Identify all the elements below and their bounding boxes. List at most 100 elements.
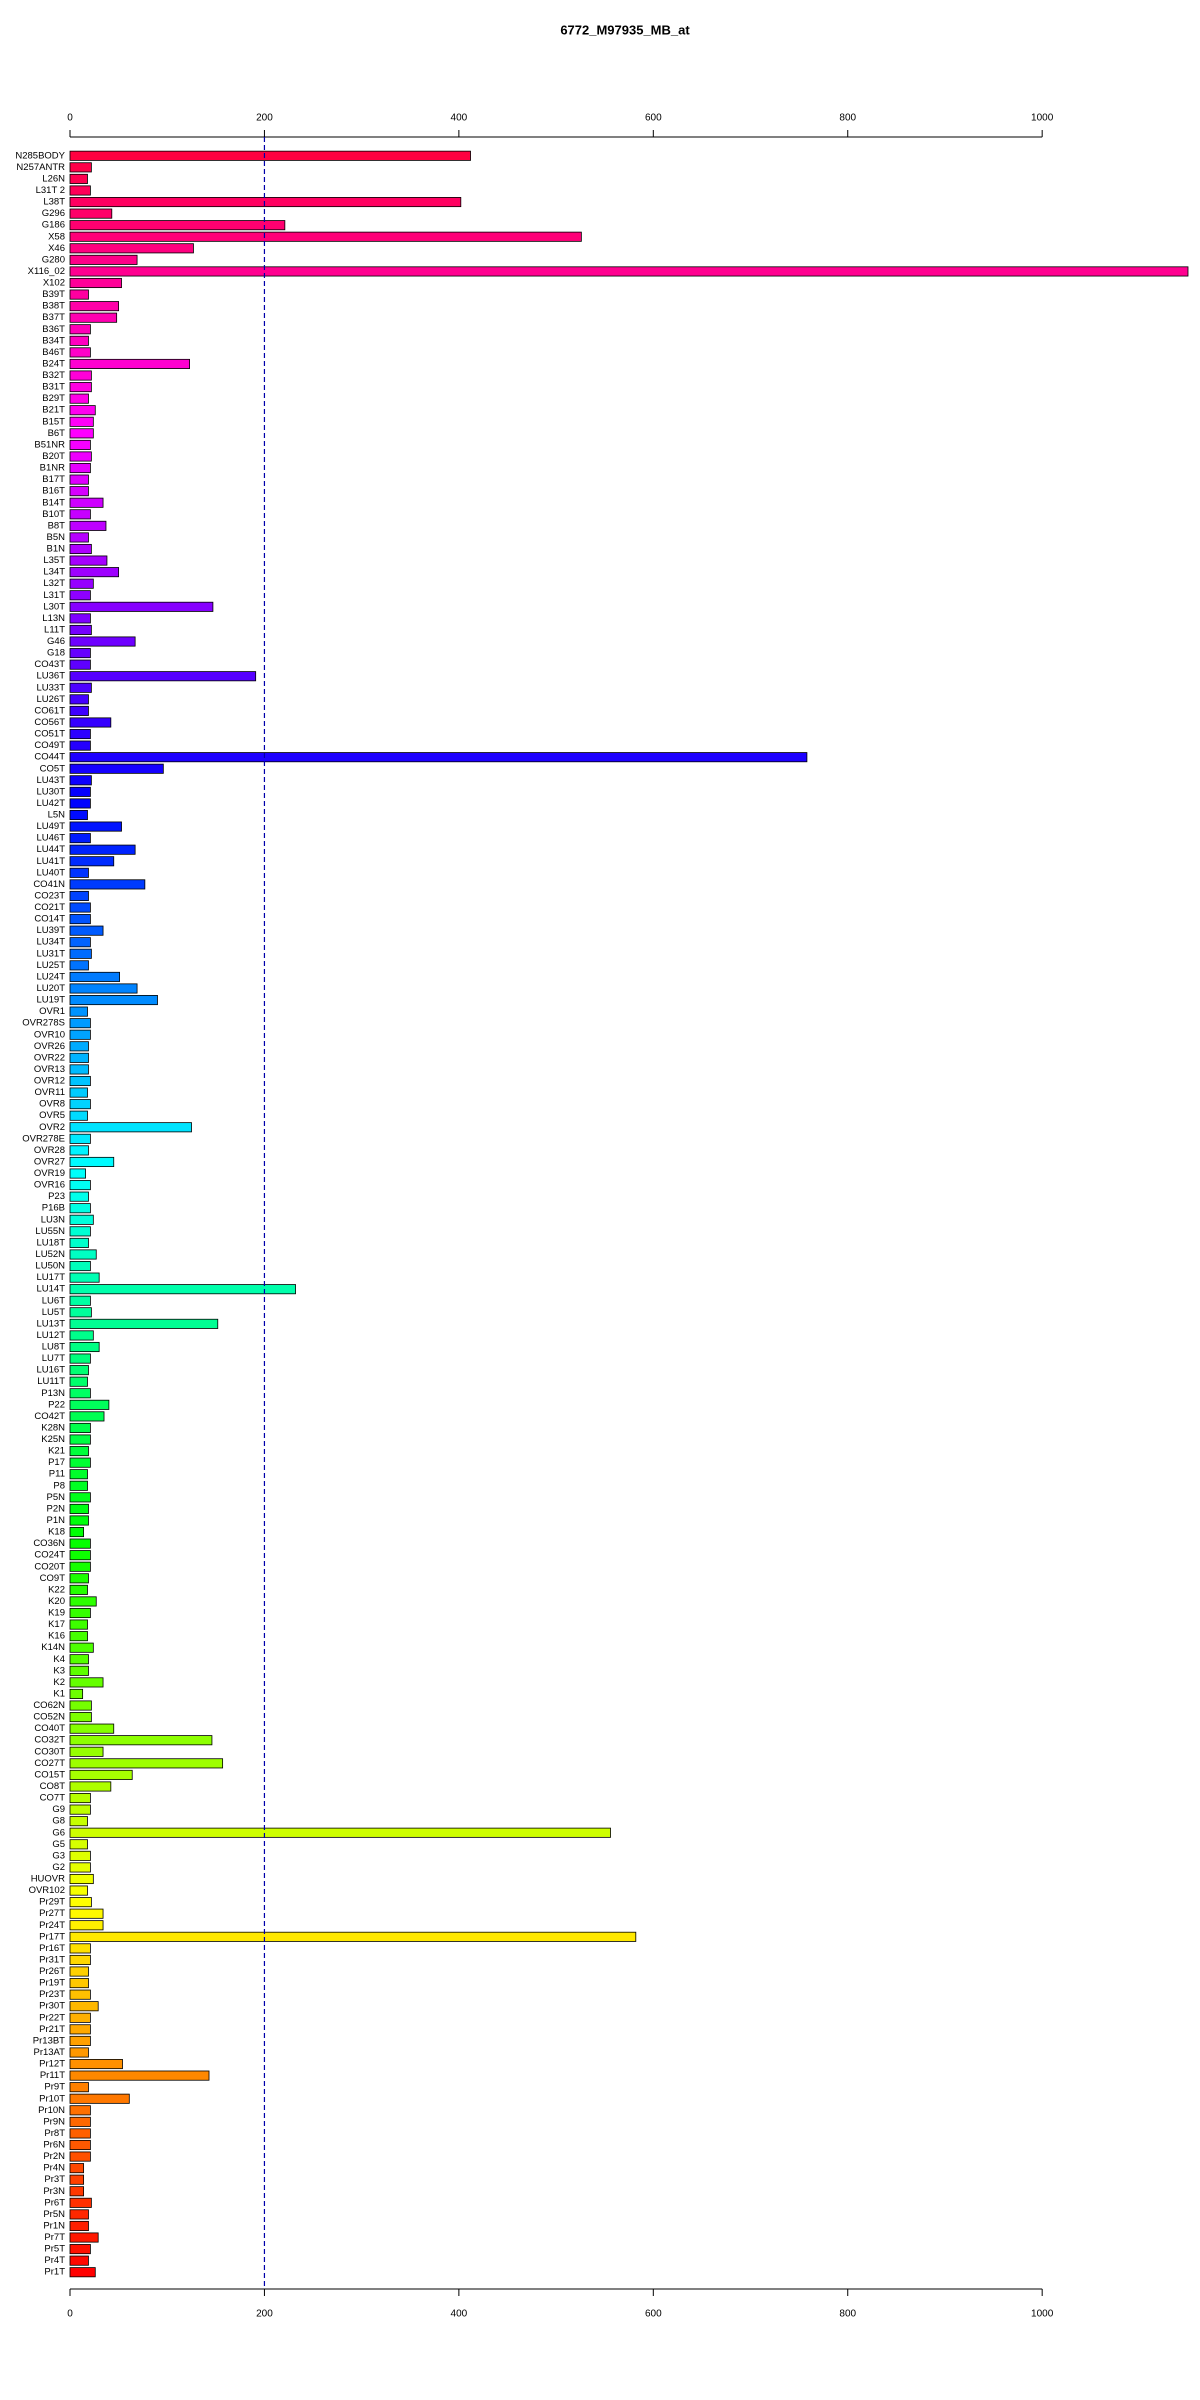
bar [69,439,91,450]
bar [69,1816,88,1827]
y-tick-label: LU19T [36,995,65,1006]
y-tick-label: Pr23T [39,1989,65,2000]
y-tick-label: OVR28 [34,1145,65,1156]
y-tick-label: Pr10N [38,2105,65,2116]
bar [69,1376,88,1387]
bar [69,254,138,265]
y-tick-label: K4 [53,1654,65,1665]
bar [69,312,118,323]
y-tick-label: L31T 2 [36,185,65,196]
bar [69,1341,100,1353]
bar [69,1457,91,1468]
y-tick-label: N285BODY [15,150,65,161]
bar [69,543,92,555]
y-tick-label: X46 [48,243,65,254]
bar [69,2151,91,2162]
y-tick-label: Pr10T [39,2093,65,2104]
bar [69,1631,88,1642]
y-tick-label: OVR278E [22,1133,65,1144]
y-tick-label: LU17T [36,1272,65,1283]
bar [69,382,92,393]
y-tick-label: B24T [42,358,65,369]
bar [69,1018,91,1029]
y-tick-label: LU3N [41,1214,65,1225]
bar [69,2093,130,2104]
y-tick-label: Pr6T [44,2197,65,2208]
bar [69,1723,115,1734]
y-tick-label: OVR278S [22,1018,65,1029]
bar [69,1677,104,1688]
x-tick-label: 1000 [1031,113,1054,124]
y-tick-label: B14T [42,497,65,508]
y-tick-label: OVR1 [39,1006,65,1017]
y-tick-label: OVR10 [34,1029,65,1040]
y-tick-label: Pr1N [43,2220,65,2231]
bar [69,1978,89,1989]
y-tick-label: K17 [48,1619,65,1630]
y-tick-label: B8T [48,520,66,531]
bar [69,185,91,196]
y-tick-label: CO8T [40,1781,66,1792]
bar [69,451,92,462]
bar [69,1746,104,1757]
y-tick-label: L31T [43,590,65,601]
y-tick-label: L38T [43,197,65,208]
bar [69,2220,89,2231]
bar [69,335,89,346]
y-tick-label: CO36N [33,1538,65,1549]
bar [69,277,122,289]
y-tick-label: K16 [48,1631,65,1642]
y-tick-label: K20 [48,1596,65,1607]
bar [69,463,91,474]
bar [69,1607,91,1619]
bar [69,1943,91,1954]
bar [69,2197,92,2208]
bar [69,890,89,901]
bar [69,1873,94,1885]
y-tick-label: B21T [42,405,65,416]
y-tick-label: B20T [42,451,65,462]
y-tick-label: G5 [52,1839,65,1850]
y-tick-label: LU5T [42,1307,65,1318]
y-tick-label: K2 [53,1677,65,1688]
x-tick-label: 400 [451,2309,468,2320]
bar [69,370,92,381]
y-tick-label: B34T [42,335,65,346]
y-tick-label: B5N [47,532,66,543]
y-tick-label: L35T [43,555,65,566]
y-tick-label: Pr24T [39,1920,65,1931]
bar [69,682,92,693]
y-tick-label: CO41N [33,879,65,890]
bar [69,1561,91,1572]
y-tick-label: B17T [42,474,65,485]
y-tick-label: N257ANTR [16,162,65,173]
y-tick-label: P22 [48,1399,65,1410]
y-tick-label: HUOVR [31,1874,65,1885]
y-tick-label: CO27T [34,1758,65,1769]
bar [69,358,190,369]
y-tick-label: B6T [48,428,66,439]
y-tick-label: LU26T [36,694,65,705]
bar [69,1897,92,1908]
bar [69,659,91,670]
bar [69,1214,94,1225]
y-tick-label: B39T [42,289,65,300]
y-tick-label: Pr16T [39,1943,65,1954]
y-tick-label: B36T [42,324,65,335]
bar [69,902,91,913]
bar [69,486,89,497]
x-tick-label: 800 [839,2309,856,2320]
y-tick-label: G8 [52,1816,65,1827]
bar [69,301,120,312]
y-tick-label: Pr11T [40,2070,65,2081]
bar [69,162,92,173]
bar [69,844,136,855]
y-tick-label: LU46T [36,833,65,844]
bar [69,1087,88,1098]
y-tick-label: Pr3N [43,2186,65,2197]
bar [69,694,89,705]
bar [69,1295,91,1306]
bar [69,1665,89,1676]
bar [69,995,158,1006]
